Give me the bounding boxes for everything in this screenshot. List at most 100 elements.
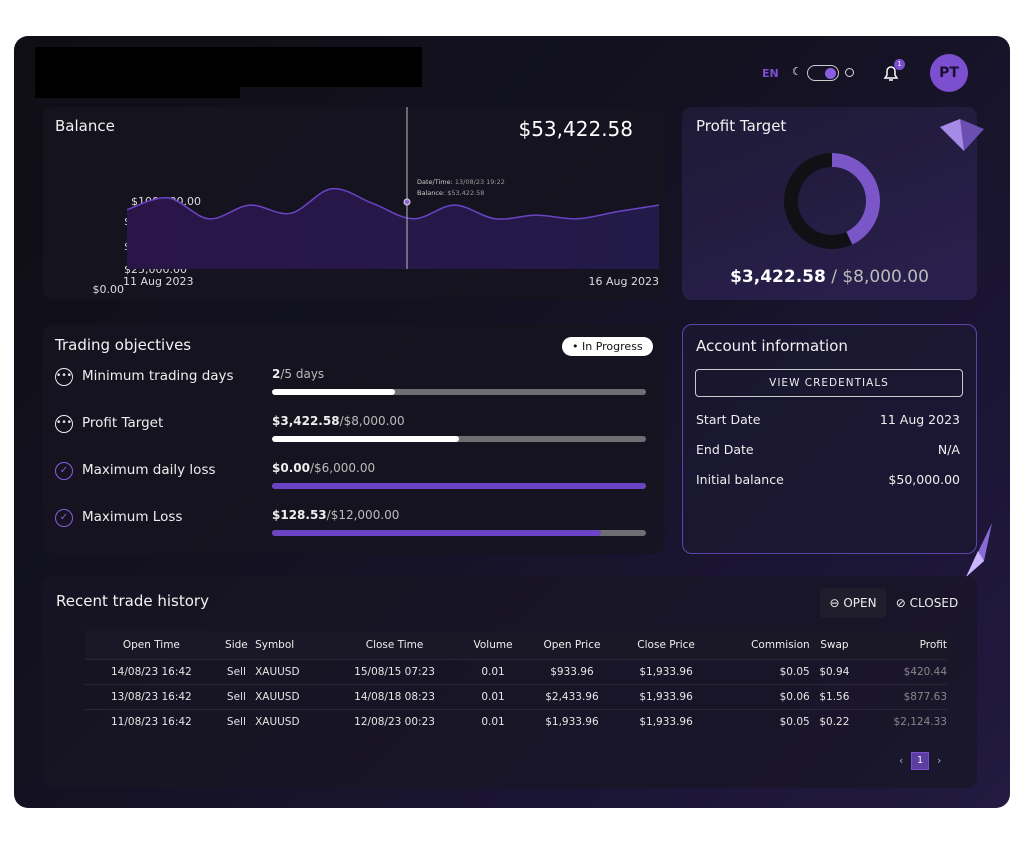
open-filter-button[interactable]: ⊖ OPEN	[820, 588, 886, 618]
table-cell: $0.06	[713, 683, 810, 709]
chart-tooltip: Date/Time: 13/08/23 19:22 Balance: $53,4…	[417, 178, 505, 197]
table-cell: XAUUSD	[255, 683, 329, 709]
objective-progress	[272, 436, 646, 442]
column-header[interactable]: Open Time	[122, 638, 180, 651]
table-cell: $1,933.96	[618, 658, 714, 684]
table-cell: 0.01	[460, 708, 526, 734]
status-badge: • In Progress	[562, 337, 653, 356]
table-cell: 0.01	[460, 658, 526, 684]
diamond-icon	[940, 119, 984, 151]
profit-donut	[784, 153, 880, 249]
column-header[interactable]: Symbol	[255, 638, 295, 651]
sun-icon	[845, 68, 854, 77]
column-header[interactable]: Volume	[473, 638, 513, 651]
history-title: Recent trade history	[56, 592, 209, 610]
column-header[interactable]: Close Price	[637, 638, 695, 651]
moon-icon: ☾	[792, 65, 802, 78]
table-row[interactable]: 13/08/23 16:42 Sell XAUUSD 14/08/18 08:23 0.…	[85, 683, 947, 709]
table-row[interactable]: 14/08/23 16:42 Sell XAUUSD 15/08/15 07:23 0.…	[85, 658, 947, 684]
table-cell: 14/08/18 08:23	[328, 683, 461, 709]
theme-toggle[interactable]	[807, 65, 839, 81]
objective-progress	[272, 483, 646, 489]
table-cell: $933.96	[525, 658, 619, 684]
table-cell: $1.56	[809, 683, 860, 709]
check-icon: ✓	[55, 509, 73, 527]
x-label-end: 16 Aug 2023	[588, 275, 659, 288]
table-cell: Sell	[217, 683, 256, 709]
page-1-button[interactable]: 1	[911, 752, 929, 770]
table-cell: $420.44	[859, 658, 947, 684]
objectives-title: Trading objectives	[55, 336, 192, 354]
closed-filter-button[interactable]: ⊘ CLOSED	[895, 596, 959, 610]
profit-target-card: Profit Target $3,422.58 / $8,000.00	[682, 107, 984, 300]
table-cell: Sell	[217, 658, 256, 684]
column-header[interactable]: Swap	[820, 638, 849, 651]
table-cell: 12/08/23 00:23	[328, 708, 461, 734]
table-cell: $1,933.96	[525, 708, 619, 734]
account-label: Start Date	[696, 412, 761, 427]
balance-value: $53,422.58	[518, 117, 633, 141]
more-icon: •••	[55, 415, 73, 433]
trade-table: Open Time Side Symbol Close Time Volume Open …	[85, 631, 947, 734]
dashboard: EN ☾ 1 PT Balance $53,422.58 $100,000.00…	[14, 36, 1010, 808]
check-icon: ✓	[55, 462, 73, 480]
balance-title: Balance	[55, 117, 115, 135]
balance-line	[127, 187, 659, 220]
objective-value: 2	[272, 367, 281, 381]
next-page-button[interactable]: ›	[937, 754, 942, 767]
column-header[interactable]: Close Time	[365, 638, 424, 651]
view-credentials-button[interactable]: VIEW CREDENTIALS	[695, 369, 963, 397]
notification-badge: 1	[894, 59, 905, 70]
profit-target-value: $8,000.00	[842, 267, 929, 287]
table-cell: $0.94	[809, 658, 860, 684]
account-info-card: Account information VIEW CREDENTIALS Sta…	[682, 324, 977, 554]
profit-target-title: Profit Target	[696, 117, 787, 135]
account-label: Initial balance	[696, 472, 784, 487]
column-header[interactable]: Commision	[751, 638, 810, 651]
account-value: $50,000.00	[888, 472, 960, 487]
objective-value: $3,422.58	[272, 414, 340, 428]
objective-progress	[272, 530, 646, 536]
account-value: 11 Aug 2023	[879, 412, 960, 427]
x-label-start: 11 Aug 2023	[123, 275, 194, 288]
column-header[interactable]: Side	[225, 638, 248, 651]
table-cell: $2,433.96	[525, 683, 619, 709]
objective-label: Maximum Loss	[82, 509, 183, 525]
language-selector[interactable]: EN	[762, 67, 779, 80]
column-header[interactable]: Profit	[919, 638, 947, 651]
table-cell: $1,933.96	[618, 683, 714, 709]
table-cell: XAUUSD	[255, 658, 329, 684]
table-cell: $877.63	[859, 683, 947, 709]
table-cell: 15/08/15 07:23	[328, 658, 461, 684]
prev-page-button[interactable]: ‹	[899, 754, 904, 767]
redacted-title	[35, 47, 422, 87]
table-cell: 14/08/23 16:42	[85, 658, 218, 684]
table-cell: $2,124.33	[859, 708, 947, 734]
table-cell: $0.22	[809, 708, 860, 734]
objective-label: Minimum trading days	[82, 368, 234, 384]
y-tick-label: $0.00	[92, 283, 125, 296]
notifications-button[interactable]: 1	[880, 59, 905, 84]
column-header[interactable]: Open Price	[543, 638, 601, 651]
avatar[interactable]: PT	[930, 54, 968, 92]
objective-value: $0.00	[272, 461, 310, 475]
table-cell: 11/08/23 16:42	[85, 708, 218, 734]
objective-label: Profit Target	[82, 415, 164, 431]
account-label: End Date	[696, 442, 754, 457]
table-cell: $1,933.96	[618, 708, 714, 734]
objective-value: $128.53	[272, 508, 327, 522]
objective-progress	[272, 389, 646, 395]
table-cell: 0.01	[460, 683, 526, 709]
balance-area	[127, 188, 659, 269]
trade-history-card: Recent trade history ⊖ OPEN ⊘ CLOSED Ope…	[43, 576, 977, 788]
objective-label: Maximum daily loss	[82, 462, 216, 478]
table-cell: XAUUSD	[255, 708, 329, 734]
account-value: N/A	[937, 442, 960, 457]
balance-chart[interactable]	[127, 107, 659, 269]
trading-objectives-card: Trading objectives • In Progress ••• Min…	[43, 324, 665, 554]
crystal-icon	[966, 523, 992, 577]
table-cell: $0.05	[713, 658, 810, 684]
table-row[interactable]: 11/08/23 16:42 Sell XAUUSD 12/08/23 00:23 0.…	[85, 708, 947, 734]
hover-point	[403, 198, 411, 206]
table-cell: $0.05	[713, 708, 810, 734]
